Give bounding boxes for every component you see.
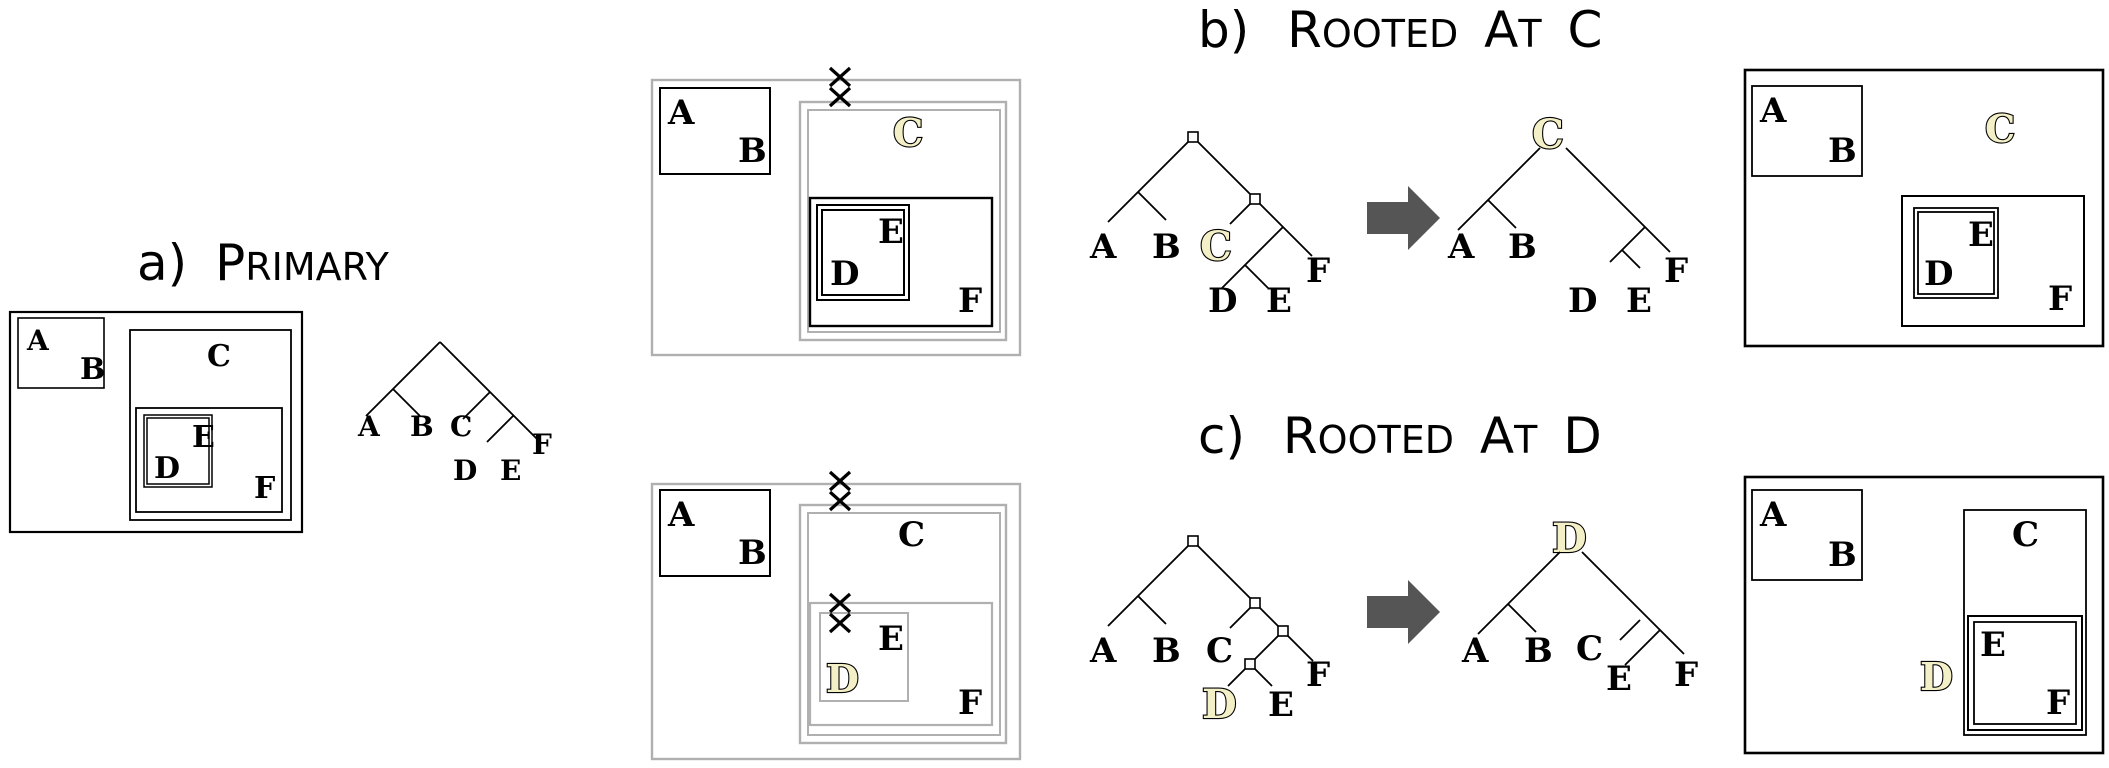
label-A: A xyxy=(1759,91,1787,131)
label-A: A xyxy=(667,495,695,535)
cut-mark-icon xyxy=(828,66,852,108)
panel-a: a) PRIMARY A B C D E F A B C D E F xyxy=(8,234,552,534)
panel-b-tree-after: C A B D E F xyxy=(1447,110,1688,321)
leaf-F: F xyxy=(1664,251,1688,291)
leaf-B: B xyxy=(1152,631,1181,671)
label-E: E xyxy=(878,212,904,252)
leaf-C: C xyxy=(1206,631,1233,671)
panel-a-title: a) PRIMARY xyxy=(137,234,390,292)
label-B: B xyxy=(738,131,767,171)
label-F: F xyxy=(958,281,982,321)
label-B: B xyxy=(1828,535,1857,575)
label-D-highlighted: D xyxy=(1920,654,1953,699)
leaf-F: F xyxy=(1674,655,1698,695)
cut-mark-icon xyxy=(828,470,852,512)
panel-b-tree-before: A B C D E F xyxy=(1089,131,1330,321)
leaf-A: A xyxy=(1089,631,1117,671)
label-A: A xyxy=(26,324,50,357)
label-D: D xyxy=(1924,254,1953,294)
label-A: A xyxy=(1759,495,1787,535)
leaf-B: B xyxy=(410,410,434,443)
leaf-C-highlighted: C xyxy=(1200,223,1232,270)
label-B: B xyxy=(1828,131,1857,171)
panel-a-nested-boxes: A B C D E F xyxy=(8,310,304,534)
panel-b-result-boxes: A B C D E F xyxy=(1743,68,2105,348)
panel-b-cut-boxes: A B C D E F xyxy=(650,66,1022,357)
label-C: C xyxy=(207,339,231,374)
leaf-F: F xyxy=(1306,251,1330,291)
leaf-D: D xyxy=(1568,281,1597,321)
label-D-highlighted: D xyxy=(826,656,859,701)
right-arrow-icon xyxy=(1367,186,1440,250)
panel-c-cut-boxes: A B C D E F xyxy=(650,470,1022,761)
leaf-A: A xyxy=(1089,227,1117,267)
label-E: E xyxy=(192,420,215,455)
leaf-E: E xyxy=(1626,281,1652,321)
label-C: C xyxy=(898,515,925,555)
leaf-F: F xyxy=(532,428,552,461)
label-F: F xyxy=(254,471,275,506)
label-B: B xyxy=(80,352,105,387)
label-D: D xyxy=(154,451,180,486)
leaf-E: E xyxy=(1268,685,1294,725)
leaf-A: A xyxy=(1447,227,1475,267)
label-E: E xyxy=(1968,215,1994,255)
panel-c-tree-after: D A B C E F xyxy=(1461,514,1698,699)
label-F: F xyxy=(2046,683,2070,723)
panel-c-title: c) ROOTED AT D xyxy=(1198,407,1602,465)
panel-c: c) ROOTED AT D A B C D E F xyxy=(650,407,2105,761)
leaf-A: A xyxy=(1461,631,1489,671)
leaf-B: B xyxy=(1152,227,1181,267)
right-arrow-icon xyxy=(1367,580,1440,644)
panel-a-tree: A B C D E F xyxy=(357,341,552,487)
leaf-B: B xyxy=(1508,227,1537,267)
panel-b-title: b) ROOTED AT C xyxy=(1198,1,1602,59)
leaf-D: D xyxy=(453,454,477,487)
label-F: F xyxy=(958,683,982,723)
label-B: B xyxy=(738,533,767,573)
panel-b: b) ROOTED AT C A B C D E F xyxy=(650,1,2105,357)
label-C-highlighted: C xyxy=(893,110,923,155)
leaf-D-highlighted: D xyxy=(1202,681,1237,728)
leaf-E: E xyxy=(1606,659,1632,699)
leaf-D: D xyxy=(1208,281,1237,321)
label-C: C xyxy=(2012,515,2039,555)
leaf-E: E xyxy=(1266,281,1292,321)
cut-mark-icon xyxy=(828,592,852,634)
leaf-F: F xyxy=(1306,655,1330,695)
label-C-highlighted: C xyxy=(1985,106,2015,151)
label-E: E xyxy=(878,619,904,659)
leaf-C: C xyxy=(1576,629,1603,669)
leaf-B: B xyxy=(1524,631,1553,671)
leaf-A: A xyxy=(357,410,381,443)
leaf-E: E xyxy=(500,454,521,487)
label-A: A xyxy=(667,93,695,133)
panel-c-result-boxes: A B C E F D xyxy=(1743,475,2105,755)
label-E: E xyxy=(1980,625,2006,665)
label-F: F xyxy=(2048,279,2072,319)
panel-c-tree-before: A B C D E F xyxy=(1089,535,1330,729)
label-D: D xyxy=(830,254,859,294)
leaf-C: C xyxy=(450,410,472,443)
